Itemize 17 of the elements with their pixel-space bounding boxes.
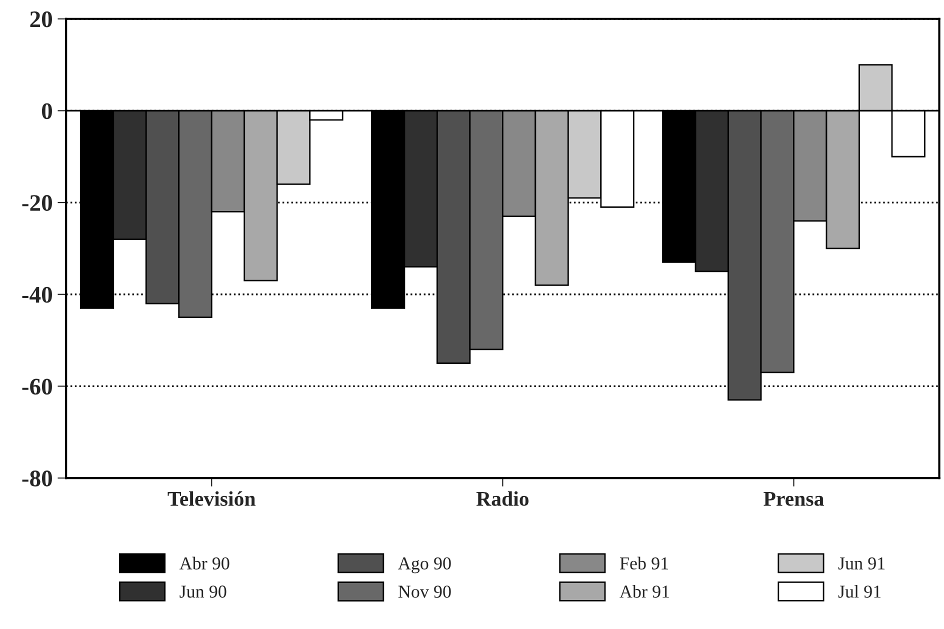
legend-label: Nov 90 xyxy=(398,586,451,598)
x-tick-label: Prensa xyxy=(764,492,824,506)
x-tick-label: Radio xyxy=(476,491,529,506)
y-tick-label: -40 xyxy=(22,286,52,303)
legend-label: Jul 91 xyxy=(838,585,881,598)
legend-label: Feb 91 xyxy=(620,556,668,570)
x-tick-label: Televisión xyxy=(168,491,256,506)
y-tick-label: -20 xyxy=(22,195,52,211)
legend-label: Jun 91 xyxy=(838,557,885,570)
y-tick-label: -80 xyxy=(22,470,52,486)
y-tick-label: 20 xyxy=(30,11,52,28)
legend-label: Ago 90 xyxy=(398,557,451,574)
legend-label: Abr 90 xyxy=(179,556,230,570)
y-tick-label: -60 xyxy=(22,378,52,395)
legend-label: Jun 90 xyxy=(180,586,226,598)
y-tick-label: 0 xyxy=(42,103,52,120)
legend-label: Abr 91 xyxy=(620,585,669,598)
